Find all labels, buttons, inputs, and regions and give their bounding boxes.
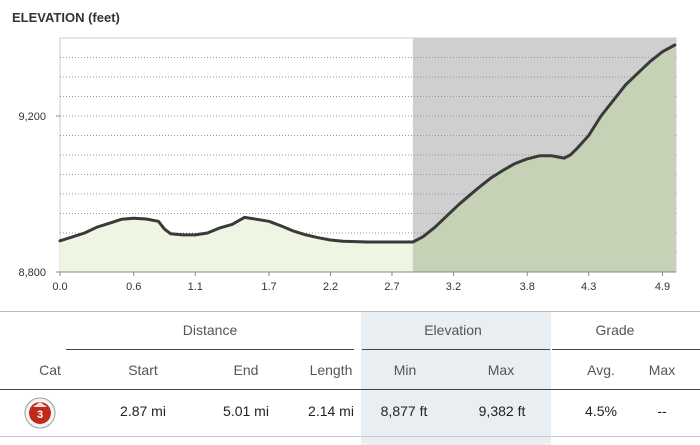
climb-stats-table: Distance Elevation Grade Cat Start End L…: [0, 311, 700, 445]
header-elevation: Elevation: [424, 322, 482, 338]
col-end: End: [233, 362, 259, 378]
col-start: Start: [128, 362, 158, 378]
col-avg: Avg.: [587, 362, 615, 378]
x-tick-label: 3.2: [446, 281, 461, 293]
y-tick-label: 8,800: [18, 267, 46, 279]
header-rule: [0, 389, 700, 390]
elevation-area-before: [60, 217, 413, 272]
category-badge-disc: [29, 402, 51, 424]
grade-group-rule: [552, 349, 700, 350]
min-elevation-value: 8,877 ft: [380, 403, 428, 419]
col-grade-max: Max: [648, 362, 676, 378]
elevation-area-climb: [412, 45, 675, 272]
elevation-line: [58, 43, 677, 244]
x-tick-label: 4.9: [655, 281, 670, 293]
col-cat: Cat: [39, 362, 61, 378]
elevation-chart: 9,200 8,800 0.0 0.6 1.1 1.7 2.2 2.7 3.2 3.8 4.3 4.9: [18, 37, 677, 293]
max-elevation-value: 9,382 ft: [478, 403, 526, 419]
header-grade: Grade: [595, 322, 635, 338]
x-tick-label: 1.1: [188, 281, 203, 293]
max-grade-value: --: [657, 403, 667, 419]
footer-rule: [0, 436, 700, 437]
x-tick-label: 2.7: [384, 281, 399, 293]
chart-title: ELEVATION (feet): [12, 10, 120, 25]
start-value: 2.87 mi: [120, 403, 166, 419]
length-value: 2.14 mi: [308, 403, 354, 419]
header-distance: Distance: [182, 322, 238, 338]
col-min: Min: [393, 362, 417, 378]
y-tick-label: 9,200: [18, 111, 46, 123]
end-value: 5.01 mi: [223, 403, 269, 419]
x-tick-label: 0.6: [126, 281, 141, 293]
elevation-group-rule: [362, 349, 550, 350]
distance-group-rule: [66, 349, 354, 350]
col-length: Length: [309, 362, 353, 378]
x-tick-label: 1.7: [261, 281, 276, 293]
x-tick-label: 0.0: [52, 281, 67, 293]
x-tick-label: 4.3: [581, 281, 596, 293]
col-max: Max: [487, 362, 515, 378]
category-badge-icon: 3: [24, 397, 56, 429]
avg-grade-value: 4.5%: [585, 403, 617, 419]
x-tick-label: 2.2: [323, 281, 338, 293]
category-value: 3: [37, 409, 43, 421]
elevation-column-highlight: [361, 312, 551, 445]
x-tick-label: 3.8: [520, 281, 535, 293]
